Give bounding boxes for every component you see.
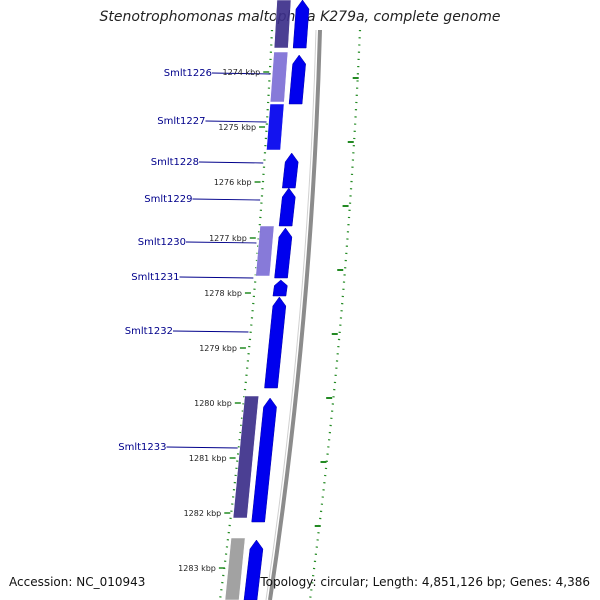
kbp-tick-label: 1277 kbp [209, 234, 247, 243]
gene-label[interactable]: Smlt1229 [144, 194, 192, 205]
forward-strand-genes [243, 0, 310, 600]
kbp-tick-label: 1276 kbp [214, 178, 252, 187]
forward-gene-arrow[interactable] [272, 279, 288, 297]
forward-gene-arrow[interactable] [251, 397, 277, 523]
gene-leader-line [205, 120, 267, 123]
reverse-gene-box[interactable] [269, 51, 289, 103]
gene-leader-line [185, 241, 257, 244]
reverse-strand-genes [224, 0, 292, 600]
backbone-line [268, 29, 322, 600]
kbp-tick-label: 1280 kbp [194, 399, 232, 408]
reverse-gene-box[interactable] [224, 537, 246, 600]
gene-leader-line [179, 276, 254, 279]
kbp-tick-label: 1281 kbp [189, 454, 227, 463]
forward-gene-arrow[interactable] [292, 0, 310, 49]
gene-leader-line [166, 446, 238, 449]
reverse-gene-box[interactable] [232, 395, 260, 519]
gene-labels: Smlt1226 Smlt1227 Smlt1228 Smlt1229 Smlt1230… [118, 68, 271, 453]
forward-gene-arrow[interactable] [243, 539, 264, 600]
forward-gene-arrow[interactable] [282, 152, 299, 189]
forward-gene-arrow[interactable] [278, 187, 296, 227]
backbone-highlight [265, 29, 317, 600]
accession-text: Accession: NC_010943 [9, 575, 146, 589]
gene-leader-line [192, 198, 261, 201]
reverse-gene-box[interactable] [255, 225, 275, 277]
forward-gene-arrow[interactable] [274, 227, 293, 279]
gene-label[interactable]: Smlt1233 [118, 442, 166, 453]
gene-label[interactable]: Smlt1230 [138, 237, 186, 248]
kbp-tick-label: 1283 kbp [178, 564, 216, 573]
kbp-tick-label: 1279 kbp [199, 344, 237, 353]
gc-dotted-line-outer [308, 29, 362, 600]
kbp-tick-label: 1278 kbp [204, 289, 242, 298]
backbone-track [265, 29, 322, 600]
kbp-tick-label: 1282 kbp [184, 509, 222, 518]
topology-text: Topology: circular; Length: 4,851,126 bp… [260, 575, 590, 589]
gene-label[interactable]: Smlt1232 [125, 326, 173, 337]
gene-label[interactable]: Smlt1228 [151, 157, 199, 168]
kbp-tick-label: 1274 kbp [223, 68, 261, 77]
kbp-ticks: 1274 kbp 1275 kbp 1276 kbp 1277 kbp 1278 kbp… [178, 68, 270, 573]
gene-label[interactable]: Smlt1231 [131, 272, 179, 283]
gene-leader-line [211, 72, 271, 75]
forward-gene-arrow[interactable] [288, 54, 306, 105]
gene-leader-line [198, 161, 264, 164]
gene-label[interactable]: Smlt1227 [157, 116, 205, 127]
gc-dotted-line-inner [218, 29, 274, 600]
gc-skew-track [218, 29, 362, 600]
gene-leader-line [172, 330, 249, 333]
gene-label[interactable]: Smlt1226 [164, 68, 212, 79]
reverse-gene-box[interactable] [266, 103, 285, 151]
forward-gene-arrow[interactable] [264, 296, 287, 389]
reverse-gene-box[interactable] [273, 0, 292, 49]
kbp-tick-label: 1275 kbp [218, 123, 256, 132]
